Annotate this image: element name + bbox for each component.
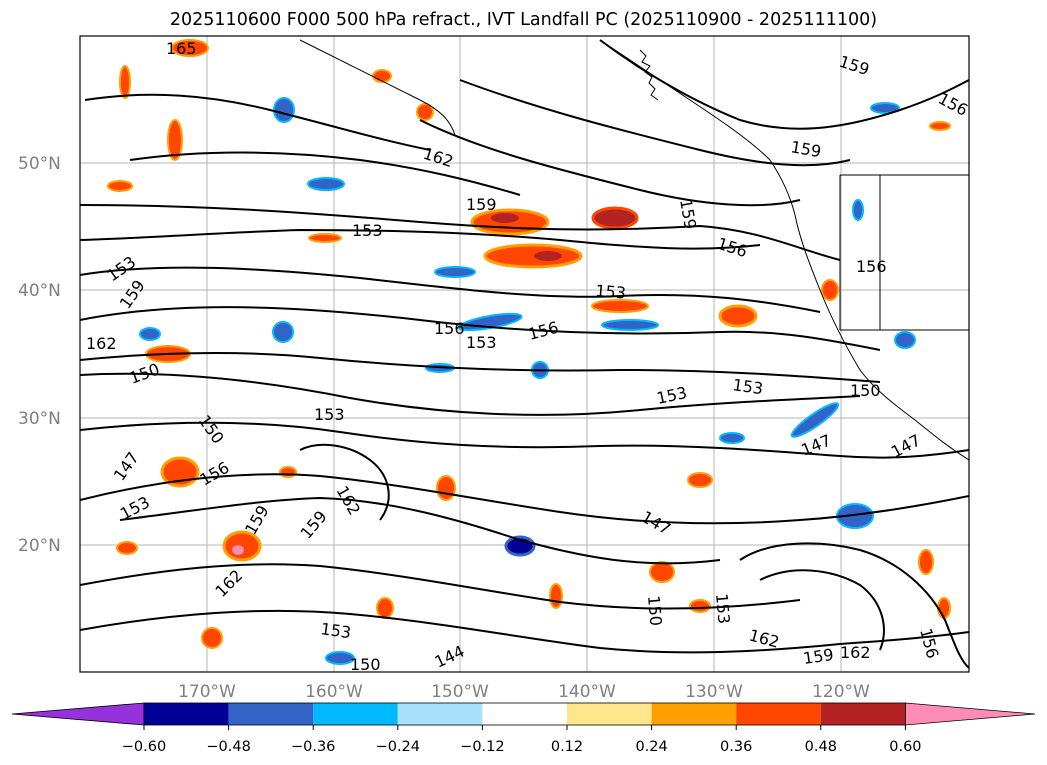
map-border — [79, 35, 970, 673]
shade-blob-neg — [719, 432, 745, 444]
shade-blob-pos — [534, 251, 562, 261]
shade-blob-pos — [119, 65, 131, 99]
contour-label: 159 — [802, 645, 835, 668]
shade-blob-pos — [591, 206, 639, 230]
contour-label: 156 — [434, 319, 465, 338]
colorbar-tick-label: 0.48 — [805, 739, 837, 755]
shade-blob-pos — [116, 541, 138, 555]
lon-label-170w: 170°W — [178, 682, 236, 702]
colorbar-tick-label: −0.24 — [376, 739, 420, 755]
colorbar: −0.60 −0.48 −0.36 −0.24 −0.12 0.12 0.24 … — [11, 702, 1036, 755]
contour-label: 153 — [352, 221, 383, 240]
shade-blob-neg — [790, 402, 840, 438]
longitude-labels: 170°W 160°W 150°W 140°W 130°W 120°W — [178, 682, 870, 702]
colorbar-tick-label: −0.48 — [206, 739, 250, 755]
colorbar-segment — [736, 703, 821, 725]
shade-blob-pos — [491, 213, 519, 223]
shade-blob-neg — [601, 319, 659, 331]
contour-label: 165 — [166, 39, 197, 58]
shade-blob-pos — [591, 299, 649, 313]
shade-blob-pos — [222, 530, 262, 562]
shade-blob-pos — [171, 39, 209, 57]
lon-label-160w: 160°W — [305, 682, 363, 702]
colorbar-tick-label: 0.12 — [551, 739, 583, 755]
height-contours — [80, 39, 969, 669]
shade-blob-neg — [139, 327, 161, 341]
shade-blob-neg — [307, 177, 345, 191]
shade-blob-neg — [273, 97, 295, 123]
shade-blob-pos — [718, 304, 758, 328]
shade-blob-pos — [372, 69, 392, 83]
shade-blob-pos — [232, 545, 244, 555]
shade-blob-pos — [416, 103, 434, 121]
shade-blob-pos — [549, 583, 563, 609]
shade-blob-pos — [929, 121, 951, 131]
shade-blob-neg — [894, 331, 916, 349]
colorbar-segment — [651, 703, 737, 725]
colorbar-tick-label: 0.24 — [635, 739, 667, 755]
lat-label-20n: 20°N — [18, 536, 61, 556]
contour-label: 153 — [731, 375, 764, 398]
shade-blob-pos — [918, 549, 934, 575]
contour-label: 153 — [712, 593, 734, 625]
latitude-labels: 50°N 40°N 30°N 20°N — [18, 154, 61, 556]
refractivity-shading — [107, 39, 951, 665]
lon-label-140w: 140°W — [558, 682, 616, 702]
colorbar-segment — [228, 703, 314, 725]
contour-label: 162 — [840, 643, 871, 662]
colorbar-extend-left — [11, 702, 145, 726]
contour-label: 156 — [856, 257, 887, 276]
colorbar-tick-label: −0.36 — [291, 739, 335, 755]
shade-blob-pos — [937, 597, 951, 619]
colorbar-tick-label: 0.60 — [889, 739, 921, 755]
shade-blob-pos — [689, 599, 711, 613]
contour-label: 162 — [86, 334, 117, 353]
shade-blob-pos — [167, 119, 183, 161]
colorbar-tick-label: 0.36 — [720, 739, 752, 755]
lat-label-30n: 30°N — [18, 409, 61, 429]
contour-label: 153 — [595, 281, 627, 303]
page-title: 2025110600 F000 500 hPa refract., IVT La… — [169, 10, 878, 30]
lat-label-50n: 50°N — [18, 154, 61, 174]
lon-label-150w: 150°W — [431, 682, 489, 702]
shade-blob-pos — [821, 279, 839, 301]
colorbar-segment — [313, 703, 398, 725]
shade-blob-pos — [649, 561, 675, 583]
lon-label-120w: 120°W — [812, 682, 870, 702]
contour-label: 153 — [466, 333, 497, 352]
contour-label: 150 — [350, 655, 381, 674]
colorbar-ticks — [143, 725, 906, 730]
lon-label-130w: 130°W — [685, 682, 743, 702]
contour-label: 150 — [850, 381, 881, 400]
colorbar-segment — [482, 703, 567, 725]
lat-label-40n: 40°N — [18, 281, 61, 301]
shade-blob-pos — [436, 475, 456, 501]
map-panel: 165 159 156 162 159 159 153 159 156 156 … — [79, 35, 970, 674]
shade-blob-pos — [483, 243, 583, 269]
colorbar-segment — [144, 703, 229, 725]
shade-blob-pos — [308, 233, 342, 243]
shade-blob-neg — [325, 651, 355, 665]
coastline — [299, 39, 969, 461]
shade-blob-neg — [434, 266, 476, 278]
shade-blob-neg — [852, 199, 864, 221]
colorbar-tick-label: −0.12 — [460, 739, 504, 755]
shade-blob-pos — [201, 627, 223, 649]
colorbar-segment — [820, 703, 906, 725]
colorbar-segment — [567, 703, 652, 725]
contour-label: 159 — [466, 195, 497, 214]
shade-blob-neg — [272, 321, 294, 343]
contour-label: 153 — [314, 405, 345, 424]
shade-blob-pos — [107, 180, 133, 192]
colorbar-segment — [397, 703, 483, 725]
shade-blob-pos — [376, 597, 394, 619]
colorbar-tick-label: −0.60 — [122, 739, 166, 755]
shade-blob-neg — [870, 102, 900, 114]
contour-label: 153 — [319, 619, 352, 642]
colorbar-extend-right — [905, 702, 1036, 726]
contour-label: 150 — [644, 595, 666, 627]
shade-blob-pos — [687, 472, 713, 488]
